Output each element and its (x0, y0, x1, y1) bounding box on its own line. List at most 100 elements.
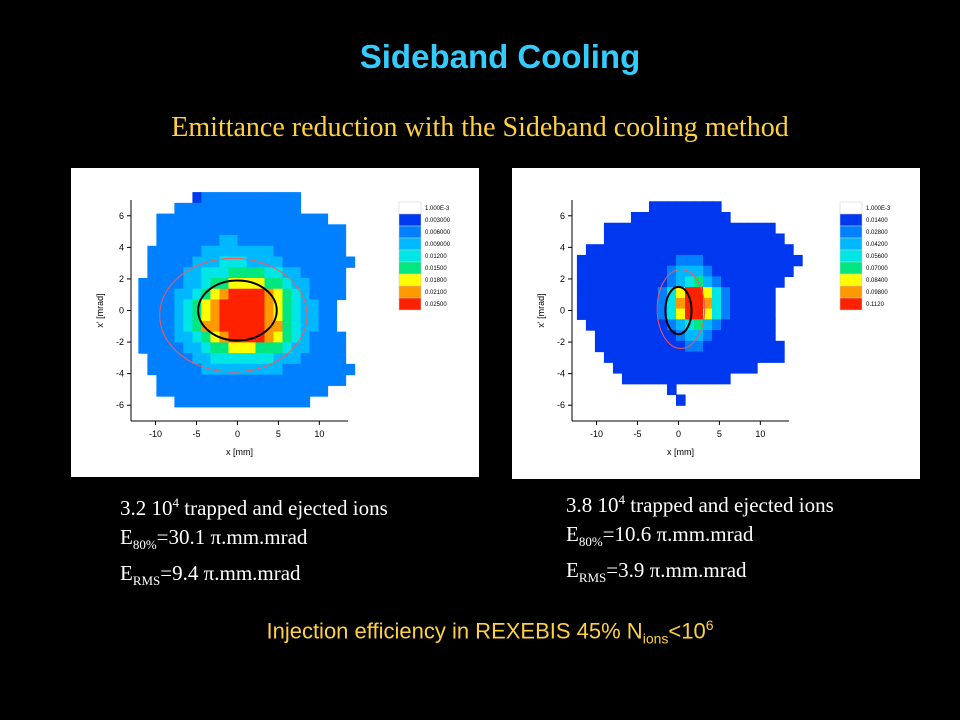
heatmap-cell (228, 320, 239, 333)
heatmap-cell (201, 277, 212, 290)
heatmap-cell (757, 244, 767, 256)
heatmap-cell (657, 254, 668, 267)
heatmap-cell (766, 330, 776, 342)
slide-title: Sideband Cooling (359, 38, 641, 75)
heatmap-cell (730, 362, 740, 374)
heatmap-cell (630, 276, 641, 288)
heatmap-cell (318, 213, 329, 225)
heatmap-cell (603, 319, 614, 331)
emittance-rms-line: ERMS=9.4 π.mm.mrad (120, 561, 301, 589)
heatmap-cell (685, 201, 695, 213)
heatmap-cell (327, 310, 338, 322)
heatmap-cell (174, 267, 185, 279)
heatmap-cell (703, 222, 713, 235)
heatmap-cell (666, 201, 677, 213)
heatmap-cell (621, 351, 632, 363)
heatmap-cell (721, 233, 731, 245)
legend-swatch (839, 225, 863, 239)
heatmap-cell (757, 254, 767, 267)
heatmap-cell (291, 235, 302, 247)
heatmap-cell (228, 363, 239, 376)
heatmap-cell (675, 308, 686, 320)
heatmap-cell (748, 287, 758, 299)
heatmap-cell (666, 276, 677, 288)
x-tick-label: 5 (717, 429, 722, 439)
heatmap-cell (685, 373, 695, 385)
x-tick-label: 10 (314, 429, 324, 439)
heatmap-cell (147, 320, 157, 333)
heatmap-cell (237, 374, 248, 386)
heatmap-cell (156, 331, 166, 343)
heatmap-cell (246, 277, 257, 290)
heatmap-cell (255, 202, 266, 215)
heatmap-cell (621, 265, 632, 278)
heatmap-cell (712, 287, 722, 299)
heatmap-cell (165, 288, 175, 301)
heatmap-cell (255, 353, 266, 365)
x-tick-label: -10 (590, 429, 603, 439)
heatmap-cell (282, 256, 293, 268)
heatmap-cell (730, 319, 740, 331)
heatmap-cell (648, 233, 659, 245)
heatmap-cell (255, 385, 266, 397)
heatmap-cell (192, 299, 203, 311)
heatmap-cell (712, 330, 722, 342)
y-tick-label: -4 (557, 369, 565, 379)
heatmap-cell (327, 363, 338, 376)
heatmap-cell (639, 287, 650, 299)
heatmap-cell (612, 340, 623, 353)
heatmap-cell (183, 213, 194, 225)
heatmap-cell (309, 342, 320, 354)
heatmap-cell (237, 224, 248, 236)
heatmap-cell (192, 331, 203, 343)
heatmap-cell (201, 235, 212, 247)
legend-label: 1.000E-3 (866, 206, 891, 212)
heatmap-cell (694, 297, 704, 310)
heatmap-cell (273, 277, 284, 290)
heatmap-chart-right: -10 -5 0 5 10 6 4 2 0 -2 -4 -6 x [mm] x' [mrad] 1.000E… (536, 200, 891, 457)
heatmap-cell (273, 224, 284, 236)
heatmap-cell (675, 362, 686, 374)
heatmap-cell (657, 211, 668, 224)
heatmap-cell (630, 265, 641, 278)
legend-swatch (398, 201, 422, 215)
heatmap-cell (282, 396, 293, 408)
heatmap-cell (748, 244, 758, 256)
heatmap-cell (273, 256, 284, 268)
heatmap-cell (675, 244, 686, 256)
heatmap-cell (657, 351, 668, 363)
heatmap-cell (282, 342, 293, 354)
heatmap-cell (748, 265, 758, 278)
heatmap-cell (255, 331, 266, 343)
heatmap-cell (639, 297, 650, 310)
heatmap-cell (712, 211, 722, 224)
heatmap-cell (739, 308, 749, 320)
heatmap-cell (327, 267, 338, 279)
heatmap-cell (156, 288, 166, 301)
heatmap-cell (318, 320, 329, 333)
legend-label: 0.04200 (866, 242, 888, 248)
heatmap-cell (183, 299, 194, 311)
heatmap-cell (237, 267, 248, 279)
heatmap-cell (174, 320, 185, 333)
heatmap-cell (757, 233, 767, 245)
heatmap-cell (775, 340, 785, 353)
heatmap-cell (210, 202, 221, 215)
heatmap-cell (721, 222, 731, 235)
heatmap-cell (318, 374, 329, 386)
heatmap-cell (694, 340, 704, 353)
heatmap-cell (327, 235, 338, 247)
heatmap-cell (219, 374, 230, 386)
heatmap-cell (246, 235, 257, 247)
heatmap-cell (318, 363, 329, 376)
heatmap-cell (201, 267, 212, 279)
heatmap-cell (576, 276, 587, 288)
heatmap-cell (156, 385, 166, 397)
heatmap-cell (721, 308, 731, 320)
heatmap-cell (291, 202, 302, 215)
heatmap-cell (639, 308, 650, 320)
heatmap-cell (648, 330, 659, 342)
heatmap-cell (730, 297, 740, 310)
heatmap-cell (603, 222, 614, 235)
legend-label: 0.02500 (425, 302, 447, 308)
